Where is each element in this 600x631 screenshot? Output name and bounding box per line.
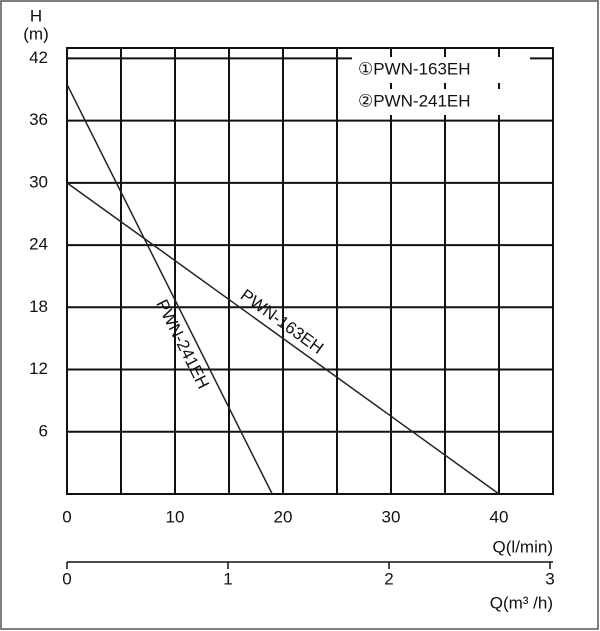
legend-entry: ①PWN-163EH bbox=[358, 59, 471, 78]
x2-tick-label: 1 bbox=[223, 569, 232, 588]
legend-bg bbox=[352, 89, 530, 115]
y-tick-label: 30 bbox=[29, 172, 48, 191]
x2-tick-label: 2 bbox=[384, 569, 393, 588]
y-label-unit: (m) bbox=[23, 24, 48, 43]
y-label-top: H bbox=[30, 6, 42, 25]
x-tick-label: 30 bbox=[382, 507, 401, 526]
series-line bbox=[66, 182, 500, 495]
y-tick-label: 36 bbox=[29, 110, 48, 129]
x2-tick-label: 3 bbox=[545, 569, 554, 588]
series-label: PWN-163EH bbox=[237, 285, 327, 357]
series-line bbox=[66, 83, 273, 495]
x-label: Q(l/min) bbox=[493, 537, 553, 556]
legend-entry: ②PWN-241EH bbox=[358, 91, 471, 110]
x2-tick-label: 0 bbox=[62, 569, 71, 588]
y-tick-label: 42 bbox=[29, 48, 48, 67]
series-label: PWN-241EH bbox=[152, 296, 213, 392]
legend-bg bbox=[352, 57, 530, 83]
y-tick-label: 6 bbox=[39, 421, 48, 440]
x-tick-label: 10 bbox=[166, 507, 185, 526]
x-tick-label: 0 bbox=[62, 507, 71, 526]
y-tick-label: 24 bbox=[29, 235, 48, 254]
y-tick-label: 12 bbox=[29, 359, 48, 378]
y-tick-label: 18 bbox=[29, 297, 48, 316]
x2-label: Q(m³ /h) bbox=[490, 593, 553, 612]
x-tick-label: 40 bbox=[490, 507, 509, 526]
x-tick-label: 20 bbox=[274, 507, 293, 526]
